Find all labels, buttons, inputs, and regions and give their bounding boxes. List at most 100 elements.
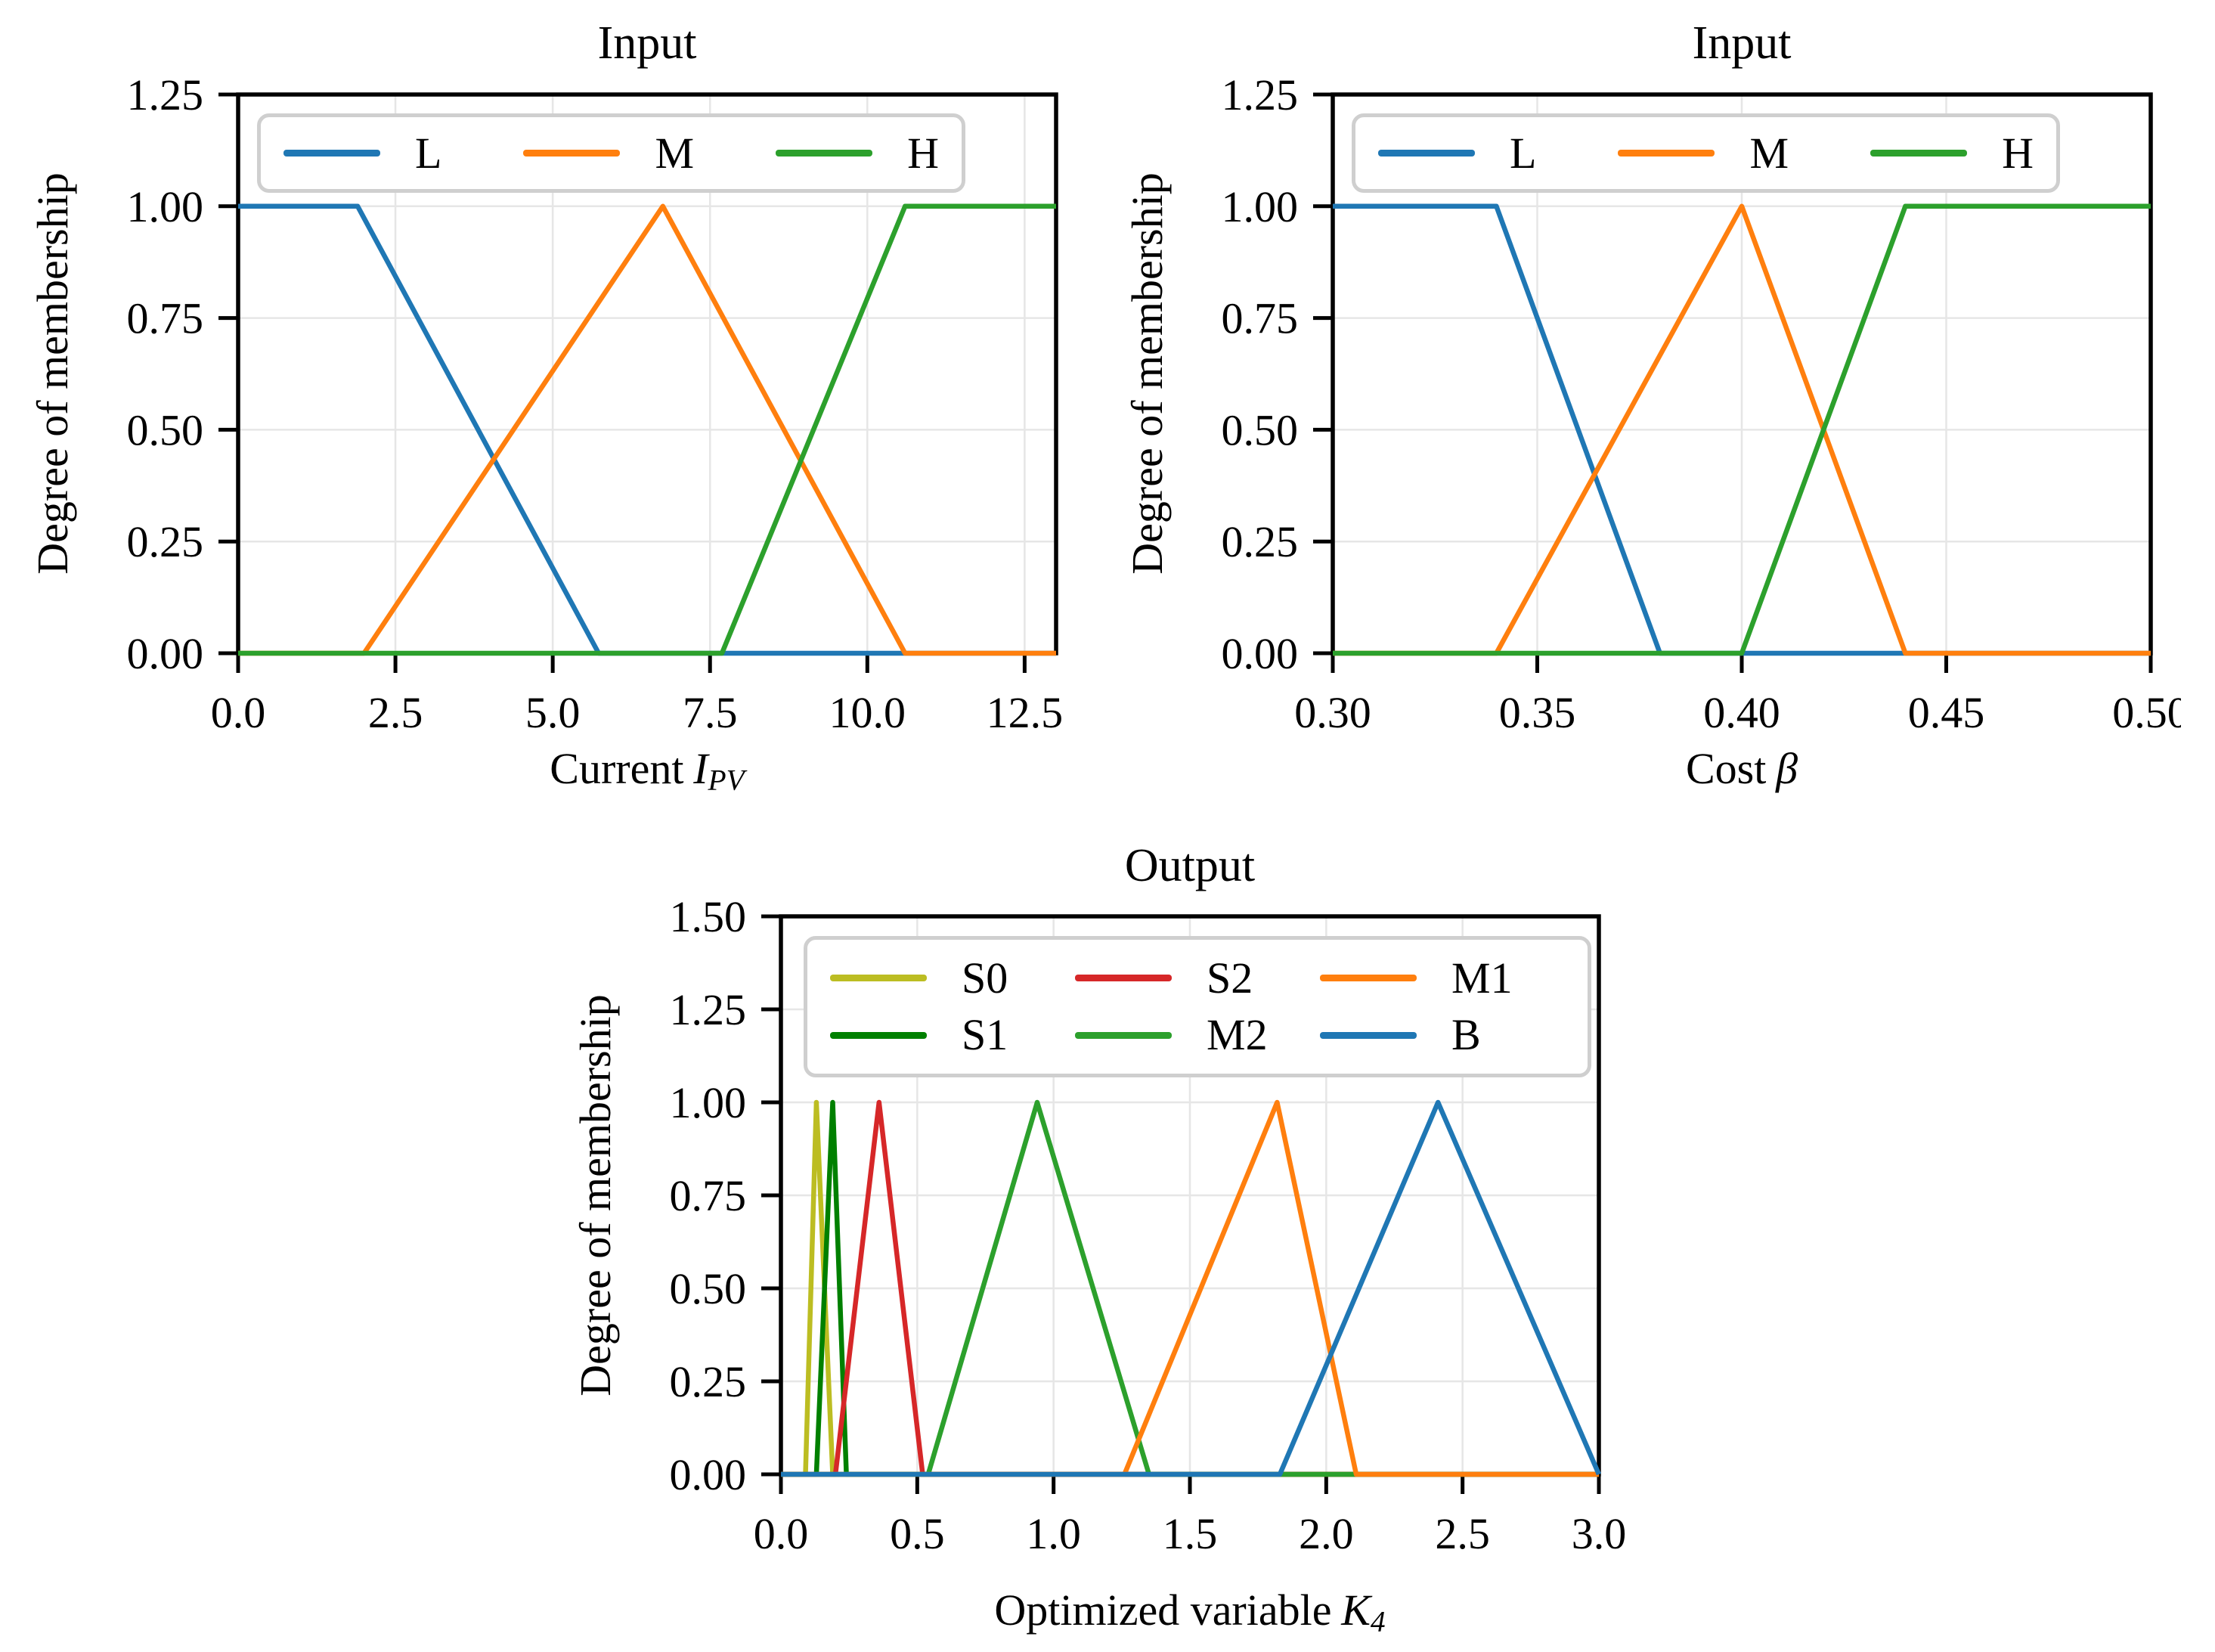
series-H-line (238, 203, 1056, 656)
series-M1-line (781, 1099, 1599, 1477)
output-k4-plot: 0.0 0.5 1.0 1.5 2.0 2.5 3.0 0.00 0.25 0.50 0.75 1.0… (670, 897, 1627, 1558)
series-M-line (238, 203, 1056, 656)
y-tick-label: 0.25 (127, 517, 204, 566)
y-tick-label: 1.25 (127, 76, 204, 119)
legend-label: M (1749, 128, 1789, 178)
x-axis-label-variable: I (693, 744, 708, 793)
x-tick-label: 2.5 (368, 688, 423, 737)
series-L-line (1333, 203, 2151, 656)
legend-item-S2: S2 (1075, 953, 1320, 1003)
x-tick-label: 5.0 (525, 688, 581, 737)
x-axis-label-text: Current (550, 744, 684, 793)
y-tick-label: 1.25 (670, 985, 747, 1034)
series-S0-line (781, 1099, 1599, 1477)
axes-spines (779, 914, 1601, 1477)
x-axis-label-text: Optimized variable (994, 1585, 1332, 1635)
legend-label: S1 (962, 1010, 1008, 1060)
y-axis-label: Degree of membership (571, 994, 620, 1396)
legend-line-swatch (1378, 150, 1475, 157)
legend-line-swatch (1618, 150, 1715, 157)
series-L-line (238, 203, 1056, 656)
axes-spines (236, 92, 1058, 656)
legend-line-swatch (830, 975, 927, 982)
series-B-line (781, 1099, 1601, 1477)
legend-label: L (415, 128, 442, 178)
legend-item-S1: S1 (830, 1012, 1075, 1058)
y-tick-label: 0.00 (127, 629, 204, 678)
x-axis-label: Optimized variable K4 (850, 1586, 1530, 1646)
legend-label: S0 (962, 953, 1008, 1003)
y-tick-label: 0.75 (127, 294, 204, 343)
legend-item-L: L (283, 128, 442, 178)
legend-line-swatch (1075, 975, 1172, 982)
legend-item-M2: M2 (1075, 1012, 1320, 1058)
x-tick-label: 0.5 (890, 1509, 945, 1558)
legend-line-swatch (283, 150, 380, 157)
y-tick-label: 0.00 (1222, 629, 1299, 678)
legend-item-M: M (523, 128, 695, 178)
x-tick-label: 0.0 (754, 1509, 809, 1558)
legend-label: S2 (1207, 953, 1253, 1003)
legend-line-swatch (776, 150, 873, 157)
legend-item-S0: S0 (830, 953, 1075, 1003)
x-axis-label-subscript: PV (708, 763, 745, 797)
series-M2-line (781, 1099, 1599, 1477)
x-tick-label: 2.5 (1435, 1509, 1490, 1558)
legend-line-swatch (1320, 975, 1417, 982)
legend-item-M: M (1618, 128, 1789, 178)
y-axis-label: Degree of membership (1123, 172, 1172, 575)
legend-item-H: H (776, 128, 939, 178)
legend-label: M1 (1451, 953, 1513, 1003)
y-tick-label: 1.00 (1222, 182, 1299, 231)
x-axis-label-variable: β (1776, 744, 1798, 793)
input-cost-plot: 0.30 0.35 0.40 0.45 0.50 0.00 0.25 0.50 0.75 1.00… (1222, 76, 2182, 737)
x-tick-label: 2.0 (1299, 1509, 1354, 1558)
x-axis-label: Current IPV (307, 745, 987, 804)
x-tick-label: 12.5 (987, 688, 1064, 737)
y-axis-label: Degree of membership (28, 172, 77, 575)
x-tick-label: 10.0 (829, 688, 906, 737)
y-tick-label: 0.50 (1222, 405, 1299, 454)
legend-label: L (1510, 128, 1537, 178)
x-tick-label: 0.45 (1908, 688, 1985, 737)
x-axis-label-text: Cost (1685, 744, 1767, 793)
legend-line-swatch (523, 150, 621, 157)
x-axis-label-variable: K (1341, 1585, 1371, 1635)
series-M-line (1333, 203, 2151, 656)
x-tick-label: 0.30 (1294, 688, 1371, 737)
y-tick-label: 0.25 (1222, 517, 1299, 566)
legend-label: H (907, 128, 939, 178)
y-tick-label: 1.50 (670, 897, 747, 941)
legend-label: H (2002, 128, 2034, 178)
x-tick-label: 3.0 (1572, 1509, 1627, 1558)
x-tick-label: 0.0 (211, 688, 266, 737)
y-tick-label: 0.75 (670, 1171, 747, 1220)
legend-label: M (655, 128, 695, 178)
chart-title: Input (597, 17, 697, 69)
y-tick-label: 0.25 (670, 1357, 747, 1406)
x-tick-label: 1.0 (1026, 1509, 1081, 1558)
chart-title: Output (1124, 840, 1256, 891)
series-S1-line (781, 1099, 1599, 1477)
axes-spines (1331, 92, 2153, 656)
input-current-plot: 0.0 2.5 5.0 7.5 10.0 12.5 0.00 0.25 0.50 0.75 1.00… (127, 76, 1064, 737)
series-S2-line (781, 1099, 1599, 1477)
legend-line-swatch (830, 1031, 927, 1039)
x-tick-label: 0.40 (1703, 688, 1780, 737)
y-tick-label: 0.50 (127, 405, 204, 454)
legend-line-swatch (1870, 150, 1968, 157)
legend-line-swatch (1075, 1031, 1172, 1039)
y-tick-label: 1.25 (1222, 76, 1299, 119)
x-tick-label: 1.5 (1163, 1509, 1218, 1558)
chart-title: Input (1692, 17, 1792, 69)
x-tick-label: 0.50 (2112, 688, 2181, 737)
legend-item-L: L (1378, 128, 1537, 178)
x-axis-label-subscript: 4 (1370, 1604, 1386, 1638)
legend-item-M1: M1 (1320, 953, 1565, 1003)
